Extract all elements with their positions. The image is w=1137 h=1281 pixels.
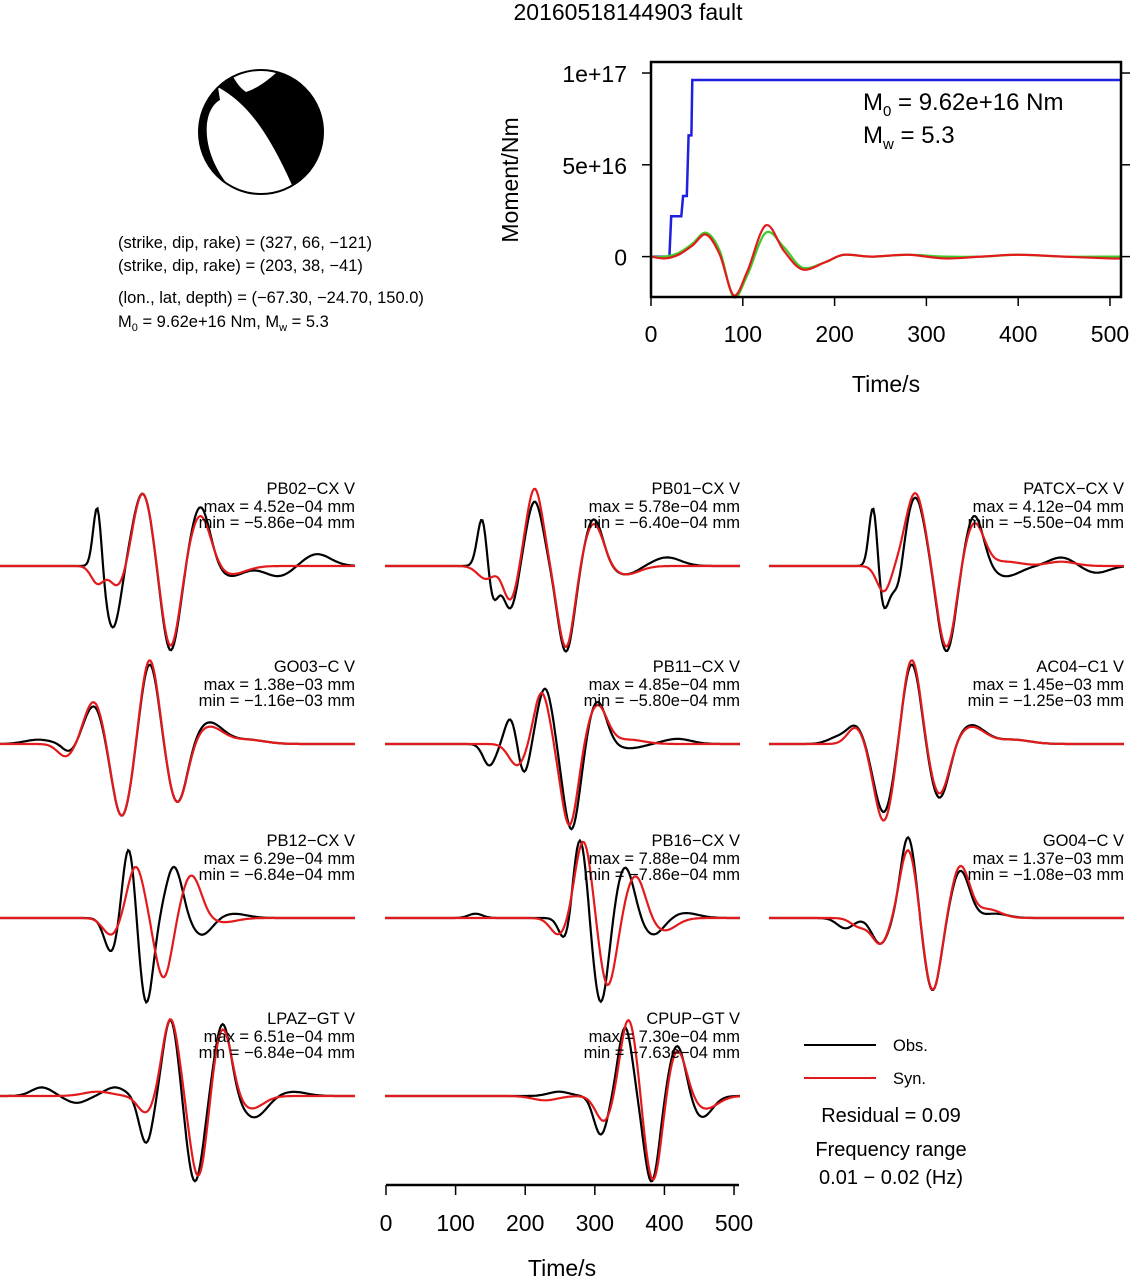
moment-y-tick-label: 5e+16 xyxy=(562,153,627,179)
station-min: min = −1.08e−03 mm xyxy=(968,866,1124,884)
station-min: min = −7.63e−04 mm xyxy=(584,1044,740,1062)
moment-x-tick-label: 100 xyxy=(724,321,762,347)
station-min: min = −5.50e−04 mm xyxy=(968,514,1124,532)
time-axis-ticks: 0 100 200 300 400 500 xyxy=(380,1185,753,1236)
moment-rate-red xyxy=(650,224,1122,297)
moment-x-tick-label: 400 xyxy=(999,321,1037,347)
station-name: GO04−C V xyxy=(1043,832,1124,850)
synthetic-trace xyxy=(385,840,740,987)
legend: Obs. Syn. xyxy=(804,1037,928,1088)
moment-curve xyxy=(651,78,1121,258)
station-name: PB11−CX V xyxy=(653,658,740,676)
time-tick-label: 400 xyxy=(645,1210,683,1236)
station-max: max = 4.52e−04 mm xyxy=(204,498,355,516)
station-name: LPAZ−GT V xyxy=(267,1010,355,1028)
figure-title: 20160518144903 fault xyxy=(514,0,744,25)
synthetic-trace xyxy=(0,492,355,647)
moment-x-tick-label: 300 xyxy=(907,321,945,347)
moment-x-tick-label: 0 xyxy=(645,321,658,347)
station-max: max = 1.37e−03 mm xyxy=(973,850,1124,868)
station-max: max = 6.51e−04 mm xyxy=(204,1028,355,1046)
station-min: min = −5.80e−04 mm xyxy=(584,692,740,710)
synthetic-trace xyxy=(0,866,355,979)
moment-y-tick-label: 0 xyxy=(614,245,627,271)
station-max: max = 4.12e−04 mm xyxy=(973,498,1124,516)
source-location: (lon., lat, depth) = (−67.30, −24.70, 15… xyxy=(118,289,424,307)
station-min: min = −1.25e−03 mm xyxy=(968,692,1124,710)
moment-ylabel: Moment/Nm xyxy=(497,117,523,242)
waveform-time-axis: 0 100 200 300 400 500 Time/s xyxy=(380,1183,753,1281)
station-min: min = −6.84e−04 mm xyxy=(199,866,355,884)
moment-plot-frame xyxy=(649,60,1123,299)
time-tick-label: 100 xyxy=(436,1210,474,1236)
station-max: max = 7.88e−04 mm xyxy=(589,850,740,868)
station-min: min = −6.84e−04 mm xyxy=(199,1044,355,1062)
moment-x-tick-label: 200 xyxy=(815,321,853,347)
moment-panel: 0 100 200 300 400 500 0 5e+16 1e+17 Moment/Nm Ti… xyxy=(497,60,1130,397)
synthetic-trace xyxy=(769,848,1124,991)
station-max: max = 6.29e−04 mm xyxy=(204,850,355,868)
moment-y-tick-label: 1e+17 xyxy=(562,61,627,87)
station-max: max = 1.38e−03 mm xyxy=(204,676,355,694)
station-min: min = −5.86e−04 mm xyxy=(199,514,355,532)
station-min: min = −6.40e−04 mm xyxy=(584,514,740,532)
frequency-range-value: 0.01 − 0.02 (Hz) xyxy=(819,1167,963,1189)
synthetic-trace xyxy=(0,1018,355,1177)
moment-xlabel: Time/s xyxy=(852,371,920,397)
station-max: max = 5.78e−04 mm xyxy=(589,498,740,516)
station-name: PB01−CX V xyxy=(651,480,740,498)
residual-label: Residual = 0.09 xyxy=(821,1105,961,1127)
station-max: max = 4.85e−04 mm xyxy=(589,676,740,694)
station-name: PB02−CX V xyxy=(266,480,355,498)
time-tick-label: 0 xyxy=(380,1210,393,1236)
beachball-icon xyxy=(198,69,324,195)
station-min: min = −7.86e−04 mm xyxy=(584,866,740,884)
moment-mw-annotation: Mw = 5.3 xyxy=(863,122,955,153)
frequency-range-label: Frequency range xyxy=(815,1139,966,1161)
time-tick-label: 500 xyxy=(715,1210,753,1236)
station-name: GO03−C V xyxy=(274,658,355,676)
station-name: CPUP−GT V xyxy=(646,1010,740,1028)
time-tick-label: 300 xyxy=(576,1210,614,1236)
source-moment: M0 = 9.62e+16 Nm, Mw = 5.3 xyxy=(118,313,329,334)
moment-rate-green xyxy=(650,230,1121,299)
synthetic-trace xyxy=(769,659,1124,822)
station-max: max = 7.30e−04 mm xyxy=(589,1028,740,1046)
synthetic-trace xyxy=(385,1018,741,1181)
moment-x-tick-label: 500 xyxy=(1091,321,1129,347)
synthetic-trace xyxy=(0,659,355,817)
station-max: max = 1.45e−03 mm xyxy=(973,676,1124,694)
synthetic-trace xyxy=(385,487,740,649)
legend-observed-label: Obs. xyxy=(893,1037,928,1055)
station-name: AC04−C1 V xyxy=(1036,658,1124,676)
legend-synthetic-label: Syn. xyxy=(893,1070,926,1088)
moment-series xyxy=(650,78,1122,299)
time-tick-label: 200 xyxy=(506,1210,544,1236)
station-name: PATCX−CX V xyxy=(1023,480,1124,498)
station-name: PB12−CX V xyxy=(266,832,355,850)
time-axis-label: Time/s xyxy=(528,1255,596,1281)
station-min: min = −1.16e−03 mm xyxy=(199,692,355,710)
nodal-plane-2: (strike, dip, rake) = (203, 38, −41) xyxy=(118,257,363,275)
station-name: PB16−CX V xyxy=(651,832,740,850)
synthetic-trace xyxy=(769,491,1124,648)
synthetic-trace xyxy=(385,692,740,826)
nodal-plane-1: (strike, dip, rake) = (327, 66, −121) xyxy=(118,234,372,252)
moment-m0-annotation: M0 = 9.62e+16 Nm xyxy=(863,89,1063,120)
moment-axis-ticks: 0 100 200 300 400 500 0 5e+16 1e+17 xyxy=(562,61,1130,347)
